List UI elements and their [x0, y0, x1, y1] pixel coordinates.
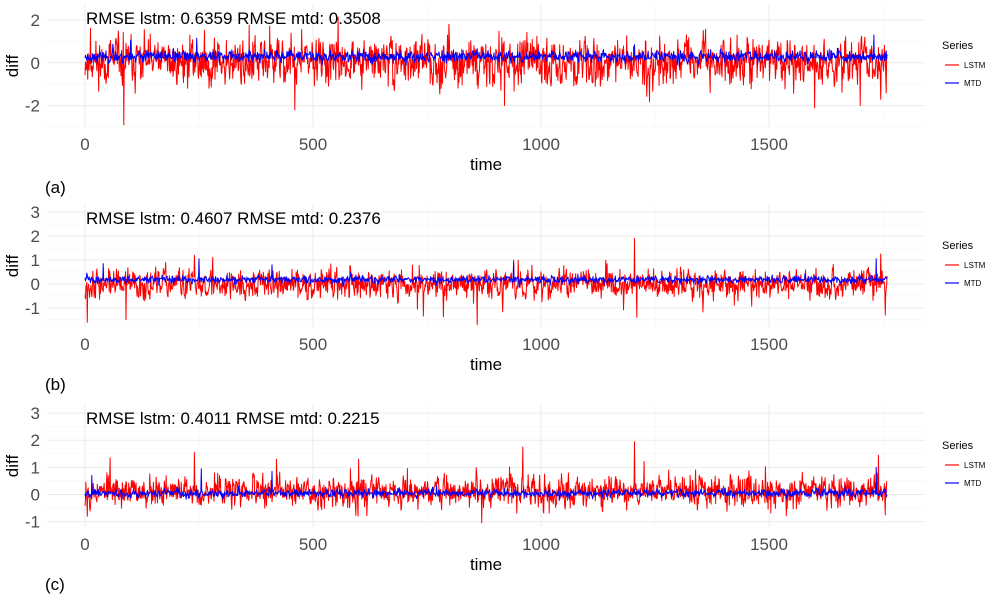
- x-axis-title: time: [470, 155, 502, 174]
- x-tick-label: 0: [80, 535, 89, 554]
- y-tick-label: 3: [31, 404, 40, 423]
- x-tick-label: 500: [299, 135, 327, 154]
- x-tick-label: 1000: [522, 335, 560, 354]
- y-tick-label: 0: [31, 275, 40, 294]
- panel-label: (a): [45, 178, 66, 197]
- legend: Series LSTM MTD: [942, 240, 986, 288]
- y-tick-label: -1: [25, 513, 40, 532]
- rmse-annotation: RMSE lstm: 0.4607 RMSE mtd: 0.2376: [86, 209, 381, 228]
- y-tick-label: 3: [31, 203, 40, 222]
- legend: Series LSTM MTD: [942, 40, 986, 88]
- x-tick-label: 500: [299, 335, 327, 354]
- y-tick-label: 0: [31, 485, 40, 504]
- legend: Series LSTM MTD: [942, 440, 986, 488]
- panel-a: -2 0 2 0 500 1000 1500 time diff RMSE lstm: 0.635…: [3, 5, 986, 197]
- y-tick-label: -1: [25, 299, 40, 318]
- panel-label: (c): [45, 575, 65, 594]
- x-tick-label: 0: [80, 135, 89, 154]
- legend-label-lstm: LSTM: [964, 61, 986, 70]
- legend-label-mtd: MTD: [964, 279, 982, 288]
- legend-label-lstm: LSTM: [964, 461, 986, 470]
- legend-title: Series: [942, 240, 974, 252]
- y-tick-label: -2: [25, 97, 40, 116]
- legend-title: Series: [942, 440, 974, 452]
- series-line-mtd: [84, 258, 888, 288]
- legend-label-mtd: MTD: [964, 479, 982, 488]
- x-tick-label: 1500: [750, 335, 788, 354]
- x-axis-title: time: [470, 355, 502, 374]
- x-tick-label: 0: [80, 335, 89, 354]
- legend-label-lstm: LSTM: [964, 261, 986, 270]
- y-axis-title: diff: [3, 55, 22, 78]
- x-tick-label: 1000: [522, 135, 560, 154]
- legend-title: Series: [942, 40, 974, 52]
- legend-label-mtd: MTD: [964, 79, 982, 88]
- series-line-mtd: [84, 34, 888, 67]
- x-tick-label: 1500: [750, 535, 788, 554]
- rmse-annotation: RMSE lstm: 0.6359 RMSE mtd: 0.3508: [86, 9, 381, 28]
- x-axis-title: time: [470, 555, 502, 574]
- x-tick-label: 500: [299, 535, 327, 554]
- y-axis-title: diff: [3, 455, 22, 478]
- y-tick-label: 1: [31, 458, 40, 477]
- y-tick-label: 2: [31, 227, 40, 246]
- panel-b: -1 0 1 2 3 0 500 1000 1500 time diff RMSE lstm: 0.4…: [3, 203, 986, 394]
- x-tick-label: 1500: [750, 135, 788, 154]
- y-tick-label: 2: [31, 431, 40, 450]
- panel-c: -1 0 1 2 3 0 500 1000 1500 time diff RMSE lstm: 0.4…: [3, 404, 986, 594]
- y-tick-label: 0: [31, 54, 40, 73]
- series-line-lstm: [84, 16, 888, 126]
- x-tick-label: 1000: [522, 535, 560, 554]
- y-tick-label: 2: [31, 11, 40, 30]
- panel-label: (b): [45, 375, 66, 394]
- series-line-mtd: [84, 466, 888, 502]
- y-tick-label: 1: [31, 251, 40, 270]
- rmse-annotation: RMSE lstm: 0.4011 RMSE mtd: 0.2215: [86, 409, 380, 428]
- y-axis-title: diff: [3, 255, 22, 278]
